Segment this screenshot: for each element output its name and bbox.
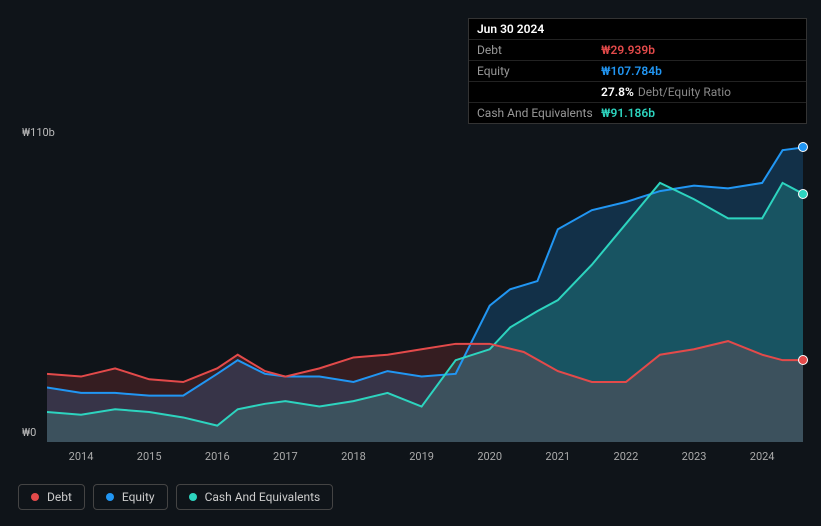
chart-legend: Debt Equity Cash And Equivalents (18, 484, 333, 510)
tooltip-equity-label: Equity (477, 63, 601, 79)
legend-label: Debt (47, 490, 72, 504)
y-axis-max-label: ₩110b (22, 126, 55, 139)
legend-dot-icon (31, 493, 39, 501)
legend-item-equity[interactable]: Equity (93, 484, 168, 510)
tooltip-debt-value: ₩29.939b (601, 42, 655, 58)
tooltip-ratio-label: Debt/Equity Ratio (638, 84, 731, 100)
debt-area (47, 341, 803, 442)
x-tick-2024: 2024 (750, 450, 775, 463)
tooltip-ratio-value: 27.8% (601, 84, 634, 100)
legend-dot-icon (189, 493, 197, 501)
tooltip-debt-label: Debt (477, 42, 601, 58)
x-tick-2020: 2020 (477, 450, 502, 463)
tooltip-equity-value: ₩107.784b (601, 63, 662, 79)
chart-plot-area[interactable] (47, 142, 803, 442)
y-axis-min-label: ₩0 (22, 426, 36, 439)
area-chart-svg (47, 142, 803, 442)
x-tick-2016: 2016 (205, 450, 230, 463)
tooltip-date: Jun 30 2024 (477, 21, 601, 37)
cash-end-marker (798, 189, 808, 199)
tooltip-cash-label: Cash And Equivalents (477, 105, 601, 121)
x-tick-2015: 2015 (137, 450, 162, 463)
x-tick-2014: 2014 (69, 450, 94, 463)
legend-dot-icon (106, 493, 114, 501)
legend-item-debt[interactable]: Debt (18, 484, 85, 510)
x-tick-2017: 2017 (273, 450, 298, 463)
x-tick-2021: 2021 (545, 450, 570, 463)
chart-container: Jun 30 2024 Debt ₩29.939b Equity ₩107.78… (0, 0, 821, 526)
x-tick-2019: 2019 (409, 450, 434, 463)
x-tick-2023: 2023 (682, 450, 707, 463)
x-tick-2022: 2022 (614, 450, 639, 463)
legend-label: Cash And Equivalents (205, 490, 321, 504)
equity-end-marker (798, 142, 808, 152)
tooltip-cash-value: ₩91.186b (601, 105, 655, 121)
x-axis: 2014 2015 2016 2017 2018 2019 2020 2021 2022 2023… (47, 450, 803, 466)
legend-item-cash[interactable]: Cash And Equivalents (176, 484, 334, 510)
tooltip-ratio-spacer (477, 84, 601, 100)
x-tick-2018: 2018 (341, 450, 366, 463)
hover-tooltip: Jun 30 2024 Debt ₩29.939b Equity ₩107.78… (468, 18, 807, 124)
legend-label: Equity (122, 490, 155, 504)
debt-end-marker (798, 355, 808, 365)
